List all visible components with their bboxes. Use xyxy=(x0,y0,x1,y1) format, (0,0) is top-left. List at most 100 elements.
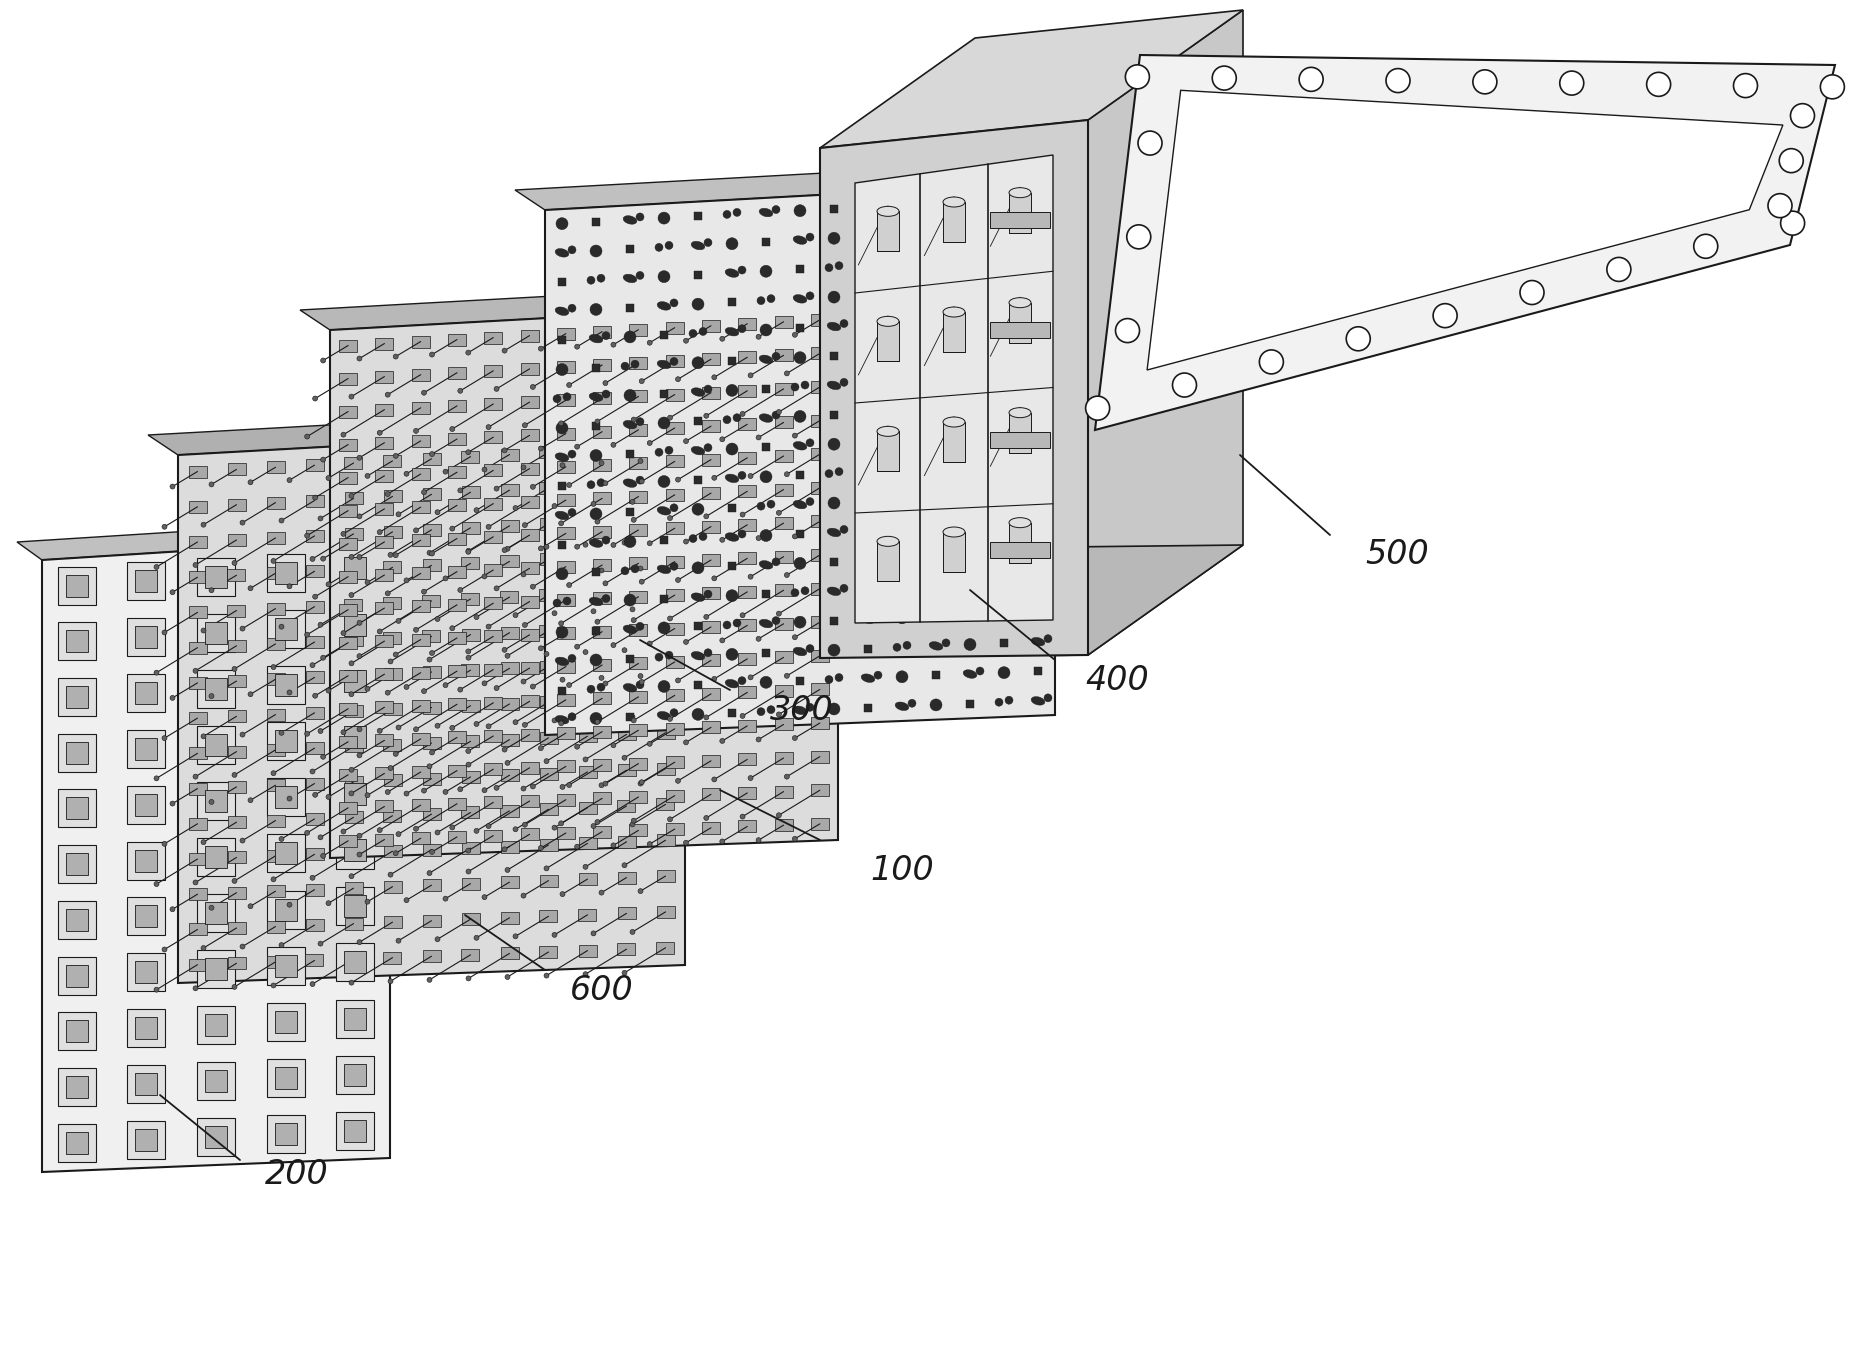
Polygon shape xyxy=(630,323,647,335)
Circle shape xyxy=(568,654,576,662)
Text: 600: 600 xyxy=(570,973,634,1006)
Circle shape xyxy=(522,679,525,684)
Circle shape xyxy=(377,827,383,833)
Circle shape xyxy=(435,830,441,836)
Polygon shape xyxy=(617,657,636,669)
Polygon shape xyxy=(991,433,1051,448)
Polygon shape xyxy=(135,961,158,983)
Circle shape xyxy=(612,742,615,748)
Circle shape xyxy=(475,936,478,940)
Circle shape xyxy=(840,584,848,592)
Ellipse shape xyxy=(1009,297,1032,308)
Polygon shape xyxy=(340,769,356,781)
Circle shape xyxy=(555,218,568,230)
Circle shape xyxy=(544,652,550,657)
Ellipse shape xyxy=(589,334,602,343)
Polygon shape xyxy=(336,1113,373,1151)
Polygon shape xyxy=(266,461,285,473)
Ellipse shape xyxy=(861,203,874,211)
Circle shape xyxy=(591,823,597,829)
Polygon shape xyxy=(336,718,373,756)
Polygon shape xyxy=(266,1115,304,1153)
Circle shape xyxy=(722,621,732,629)
Polygon shape xyxy=(739,352,756,364)
Polygon shape xyxy=(617,549,636,561)
Circle shape xyxy=(930,345,942,357)
Circle shape xyxy=(413,429,418,434)
Ellipse shape xyxy=(589,393,602,402)
Circle shape xyxy=(356,727,362,731)
Polygon shape xyxy=(1034,312,1041,320)
Circle shape xyxy=(341,730,345,734)
Circle shape xyxy=(450,526,454,531)
Circle shape xyxy=(349,393,355,399)
Polygon shape xyxy=(343,1007,366,1030)
Ellipse shape xyxy=(998,343,1011,352)
Ellipse shape xyxy=(760,356,773,364)
Ellipse shape xyxy=(623,684,636,692)
Polygon shape xyxy=(204,734,227,756)
Polygon shape xyxy=(762,238,769,246)
Circle shape xyxy=(430,849,435,854)
Circle shape xyxy=(349,767,355,772)
Polygon shape xyxy=(865,498,872,506)
Ellipse shape xyxy=(1009,518,1032,527)
Circle shape xyxy=(503,448,507,453)
Circle shape xyxy=(668,515,672,521)
Polygon shape xyxy=(630,691,647,703)
Polygon shape xyxy=(593,658,612,671)
Polygon shape xyxy=(345,704,362,717)
Polygon shape xyxy=(58,845,96,883)
Circle shape xyxy=(964,580,976,591)
Circle shape xyxy=(377,430,383,435)
Circle shape xyxy=(377,729,383,733)
Circle shape xyxy=(589,303,602,315)
Circle shape xyxy=(356,852,362,857)
Ellipse shape xyxy=(944,527,964,537)
Polygon shape xyxy=(617,729,636,741)
Polygon shape xyxy=(932,672,940,680)
Polygon shape xyxy=(411,634,430,645)
Polygon shape xyxy=(540,625,557,637)
Polygon shape xyxy=(266,946,304,984)
Circle shape xyxy=(998,519,1009,531)
Circle shape xyxy=(430,650,435,656)
Circle shape xyxy=(589,508,602,521)
Circle shape xyxy=(1126,65,1150,89)
Polygon shape xyxy=(375,635,394,648)
Circle shape xyxy=(726,443,737,456)
Polygon shape xyxy=(666,690,683,702)
Ellipse shape xyxy=(998,195,1011,204)
Circle shape xyxy=(465,350,471,356)
Polygon shape xyxy=(1009,193,1032,233)
Circle shape xyxy=(1032,399,1045,411)
Polygon shape xyxy=(702,822,720,834)
Polygon shape xyxy=(966,345,974,353)
Polygon shape xyxy=(557,361,574,373)
Circle shape xyxy=(280,942,283,948)
Circle shape xyxy=(522,572,525,577)
Polygon shape xyxy=(540,731,557,744)
Circle shape xyxy=(688,330,698,338)
Circle shape xyxy=(1009,548,1019,556)
Polygon shape xyxy=(795,472,805,479)
Polygon shape xyxy=(501,698,518,710)
Polygon shape xyxy=(266,673,285,685)
Ellipse shape xyxy=(895,496,908,504)
Polygon shape xyxy=(375,338,394,350)
Circle shape xyxy=(538,546,544,550)
Ellipse shape xyxy=(1032,283,1045,291)
Polygon shape xyxy=(461,735,480,748)
Polygon shape xyxy=(340,735,356,748)
Polygon shape xyxy=(484,764,503,775)
Polygon shape xyxy=(448,533,465,545)
Polygon shape xyxy=(775,416,792,429)
Circle shape xyxy=(758,296,765,304)
Circle shape xyxy=(341,433,345,437)
Circle shape xyxy=(270,983,276,988)
Circle shape xyxy=(801,587,809,595)
Polygon shape xyxy=(383,454,401,466)
Polygon shape xyxy=(540,840,557,850)
Polygon shape xyxy=(810,481,829,493)
Polygon shape xyxy=(227,781,246,792)
